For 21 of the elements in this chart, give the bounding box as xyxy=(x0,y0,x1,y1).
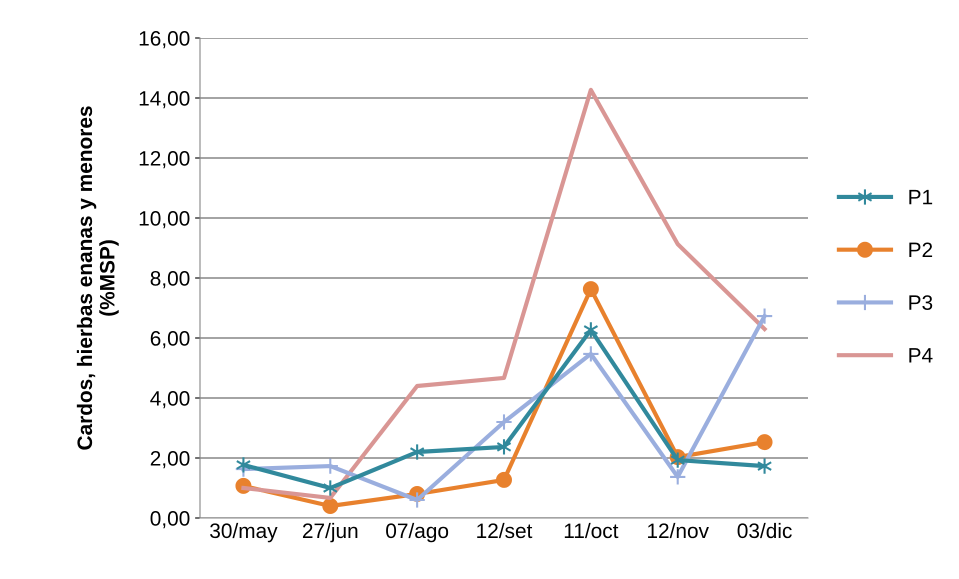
y-axis-title: Cardos, hierbas enanas y menores (%MSP) xyxy=(76,106,119,450)
x-tick-label: 03/dic xyxy=(738,522,792,538)
x-tick-label: 27/jun xyxy=(302,522,358,542)
legend-label: P3 xyxy=(909,295,932,310)
y-tick-label: 2,00 xyxy=(150,451,190,468)
y-tick-label: 16,00 xyxy=(140,31,190,48)
x-tick-label: 12/set xyxy=(477,522,532,538)
y-tick-label: 8,00 xyxy=(150,271,190,288)
x-tick-label: 30/may xyxy=(210,522,278,542)
y-tick-label: 12,00 xyxy=(140,151,190,168)
y-tick-label: 10,00 xyxy=(140,211,190,228)
legend-label: P4 xyxy=(909,348,933,363)
x-tick-label: 12/nov xyxy=(648,522,709,538)
y-tick-label: 6,00 xyxy=(150,331,190,348)
legend-label: P1 xyxy=(909,190,932,204)
legend-label: P2 xyxy=(909,242,932,258)
x-tick-label: 07/ago xyxy=(386,522,448,542)
y-tick-label: 4,00 xyxy=(150,391,190,408)
y-tick-label: 0,00 xyxy=(150,511,190,528)
y-tick-label: 14,00 xyxy=(140,91,190,108)
x-tick-label: 11/oct xyxy=(564,522,618,538)
